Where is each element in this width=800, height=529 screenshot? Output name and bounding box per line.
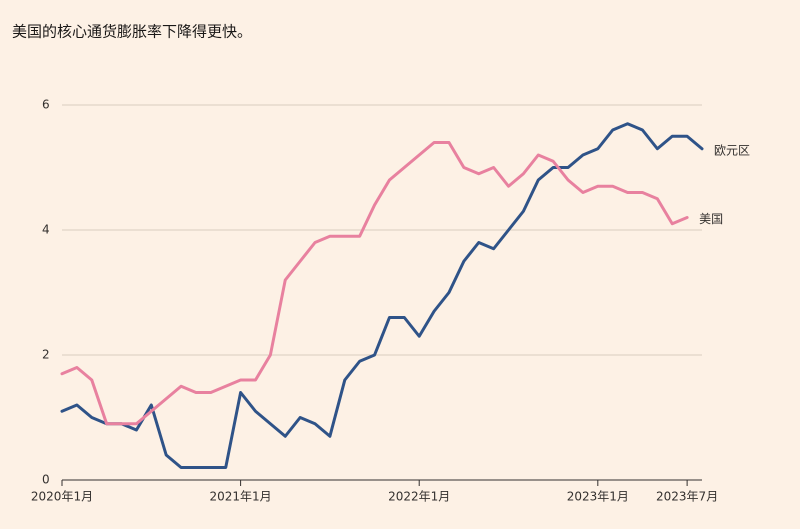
x-tick-label: 2023年7月 — [656, 490, 718, 504]
x-tick-label: 2021年1月 — [210, 490, 272, 504]
y-tick-label: 0 — [42, 473, 50, 487]
x-tick-label: 2022年1月 — [388, 490, 450, 504]
x-tick-label: 2020年1月 — [31, 490, 93, 504]
chart-title: 美国的核心通货膨胀率下降得更快。 — [12, 23, 252, 41]
y-tick-label: 6 — [42, 98, 50, 112]
x-tick-label: 2023年1月 — [567, 490, 629, 504]
y-tick-label: 4 — [42, 223, 50, 237]
series-line — [60, 122, 704, 469]
y-tick-label: 2 — [42, 348, 50, 362]
series-label: 欧元区 — [714, 143, 750, 157]
series-line — [60, 141, 689, 426]
series-label: 美国 — [699, 212, 723, 226]
